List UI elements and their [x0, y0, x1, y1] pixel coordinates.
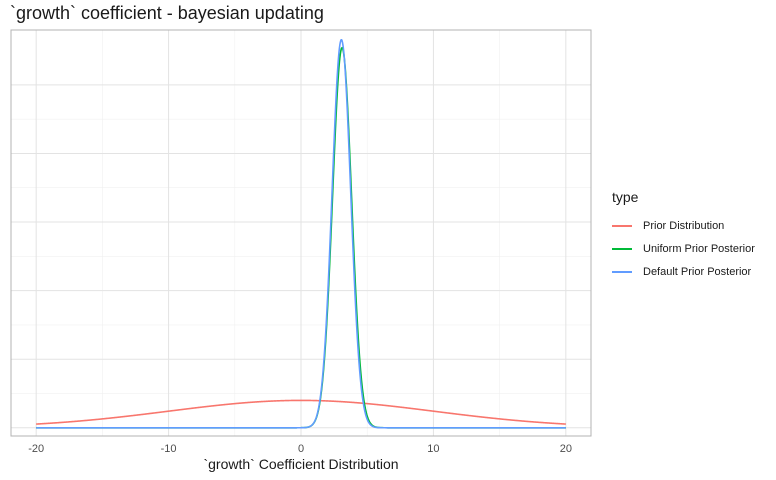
x-axis-ticks: -20 -10 0 10 20 — [28, 443, 572, 455]
x-tick-label: 10 — [427, 443, 439, 455]
legend-item-default: Default Prior Posterior — [612, 260, 755, 283]
series-lines — [35, 38, 567, 429]
x-tick-label: 20 — [560, 443, 572, 455]
series-line-2 — [35, 38, 567, 429]
legend-title: type — [612, 189, 639, 205]
series-line-0 — [35, 399, 567, 425]
legend: type Prior Distribution Uniform Prior Po… — [612, 189, 755, 283]
legend-label-prior: Prior Distribution — [643, 219, 725, 232]
legend-item-prior: Prior Distribution — [612, 214, 755, 237]
legend-key-prior — [612, 224, 632, 227]
legend-item-uniform: Uniform Prior Posterior — [612, 237, 755, 260]
x-axis-label: `growth` Coefficient Distribution — [203, 456, 399, 472]
x-tick-label: -10 — [161, 443, 177, 455]
x-tick-label: -20 — [28, 443, 44, 455]
legend-label-uniform: Uniform Prior Posterior — [643, 242, 755, 255]
panel-border — [10, 29, 592, 437]
legend-key-default — [612, 270, 632, 273]
chart-title: `growth` coefficient - bayesian updating — [10, 3, 324, 23]
legend-key-uniform — [612, 247, 632, 250]
grid — [11, 30, 591, 436]
x-tick-label: 0 — [298, 443, 304, 455]
legend-label-default: Default Prior Posterior — [643, 265, 752, 278]
